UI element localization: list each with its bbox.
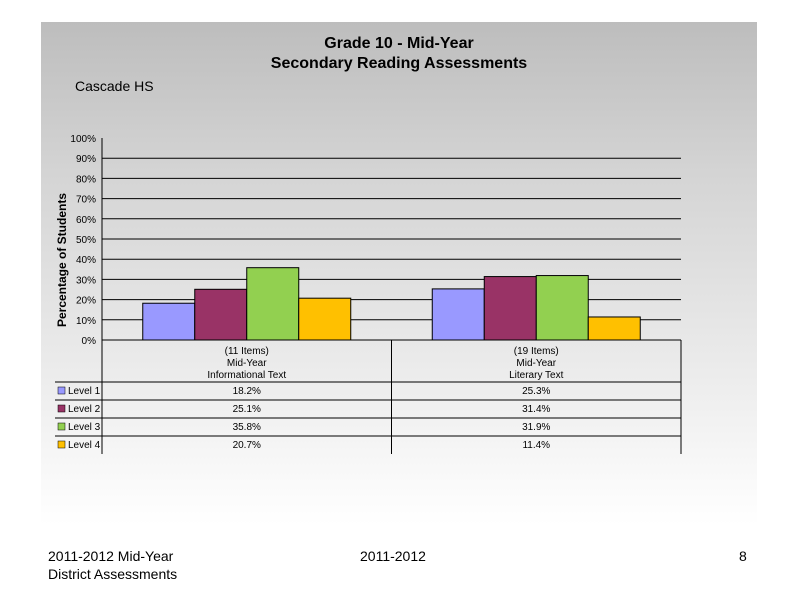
- data-label: 25.3%: [522, 386, 550, 397]
- category-label: (11 Items): [225, 346, 269, 357]
- y-tick-label: 30%: [76, 275, 96, 286]
- y-tick-label: 100%: [70, 134, 96, 145]
- footer-left-line1: 2011-2012 Mid-Year: [48, 548, 174, 564]
- bar-level-2: [194, 288, 248, 341]
- bar-level-2: [483, 276, 537, 341]
- bar-level-3: [246, 267, 300, 341]
- y-tick-label: 20%: [76, 296, 96, 307]
- data-label: 20.7%: [233, 440, 261, 451]
- data-label: 18.2%: [233, 386, 261, 397]
- category-label: Literary Text: [509, 370, 564, 381]
- y-tick-label: 60%: [76, 215, 96, 226]
- category-label: Mid-Year: [516, 358, 556, 369]
- bar-level-4: [587, 316, 641, 341]
- page-number: 8: [739, 548, 747, 564]
- y-tick-label: 80%: [76, 174, 96, 185]
- y-tick-label: 0%: [82, 336, 97, 347]
- y-tick-label: 70%: [76, 195, 96, 206]
- school-name: Cascade HS: [75, 78, 154, 94]
- legend-swatch-level-4: [57, 440, 66, 449]
- bar-level-4: [298, 297, 352, 341]
- footer-left-line2: District Assessments: [48, 566, 178, 582]
- legend-label: Level 3: [68, 422, 101, 433]
- category-label: (19 Items): [514, 346, 559, 357]
- data-label: 25.1%: [233, 404, 261, 415]
- category-label: Mid-Year: [227, 358, 267, 369]
- legend-swatch-level-1: [57, 386, 66, 395]
- category-label: Informational Text: [207, 370, 286, 381]
- y-tick-label: 90%: [76, 154, 96, 165]
- chart-title: Grade 10 - Mid-Year: [324, 35, 474, 52]
- data-label: 31.4%: [522, 404, 550, 415]
- legend-label: Level 2: [68, 404, 101, 415]
- data-label: 35.8%: [233, 422, 261, 433]
- legend-swatch-level-3: [57, 422, 66, 431]
- y-tick-label: 50%: [76, 235, 96, 246]
- bar-level-3: [535, 275, 589, 341]
- legend-label: Level 1: [68, 386, 101, 397]
- legend-swatch-level-2: [57, 404, 66, 413]
- data-label: 31.9%: [522, 422, 550, 433]
- footer-center: 2011-2012: [360, 548, 426, 564]
- bar-level-1: [431, 288, 485, 341]
- y-tick-label: 10%: [76, 316, 96, 327]
- legend-label: Level 4: [68, 440, 101, 451]
- slide-background: [41, 22, 757, 525]
- bar-level-1: [142, 302, 196, 341]
- y-tick-label: 40%: [76, 255, 96, 266]
- chart-subtitle: Secondary Reading Assessments: [270, 55, 528, 72]
- data-label: 11.4%: [522, 440, 550, 451]
